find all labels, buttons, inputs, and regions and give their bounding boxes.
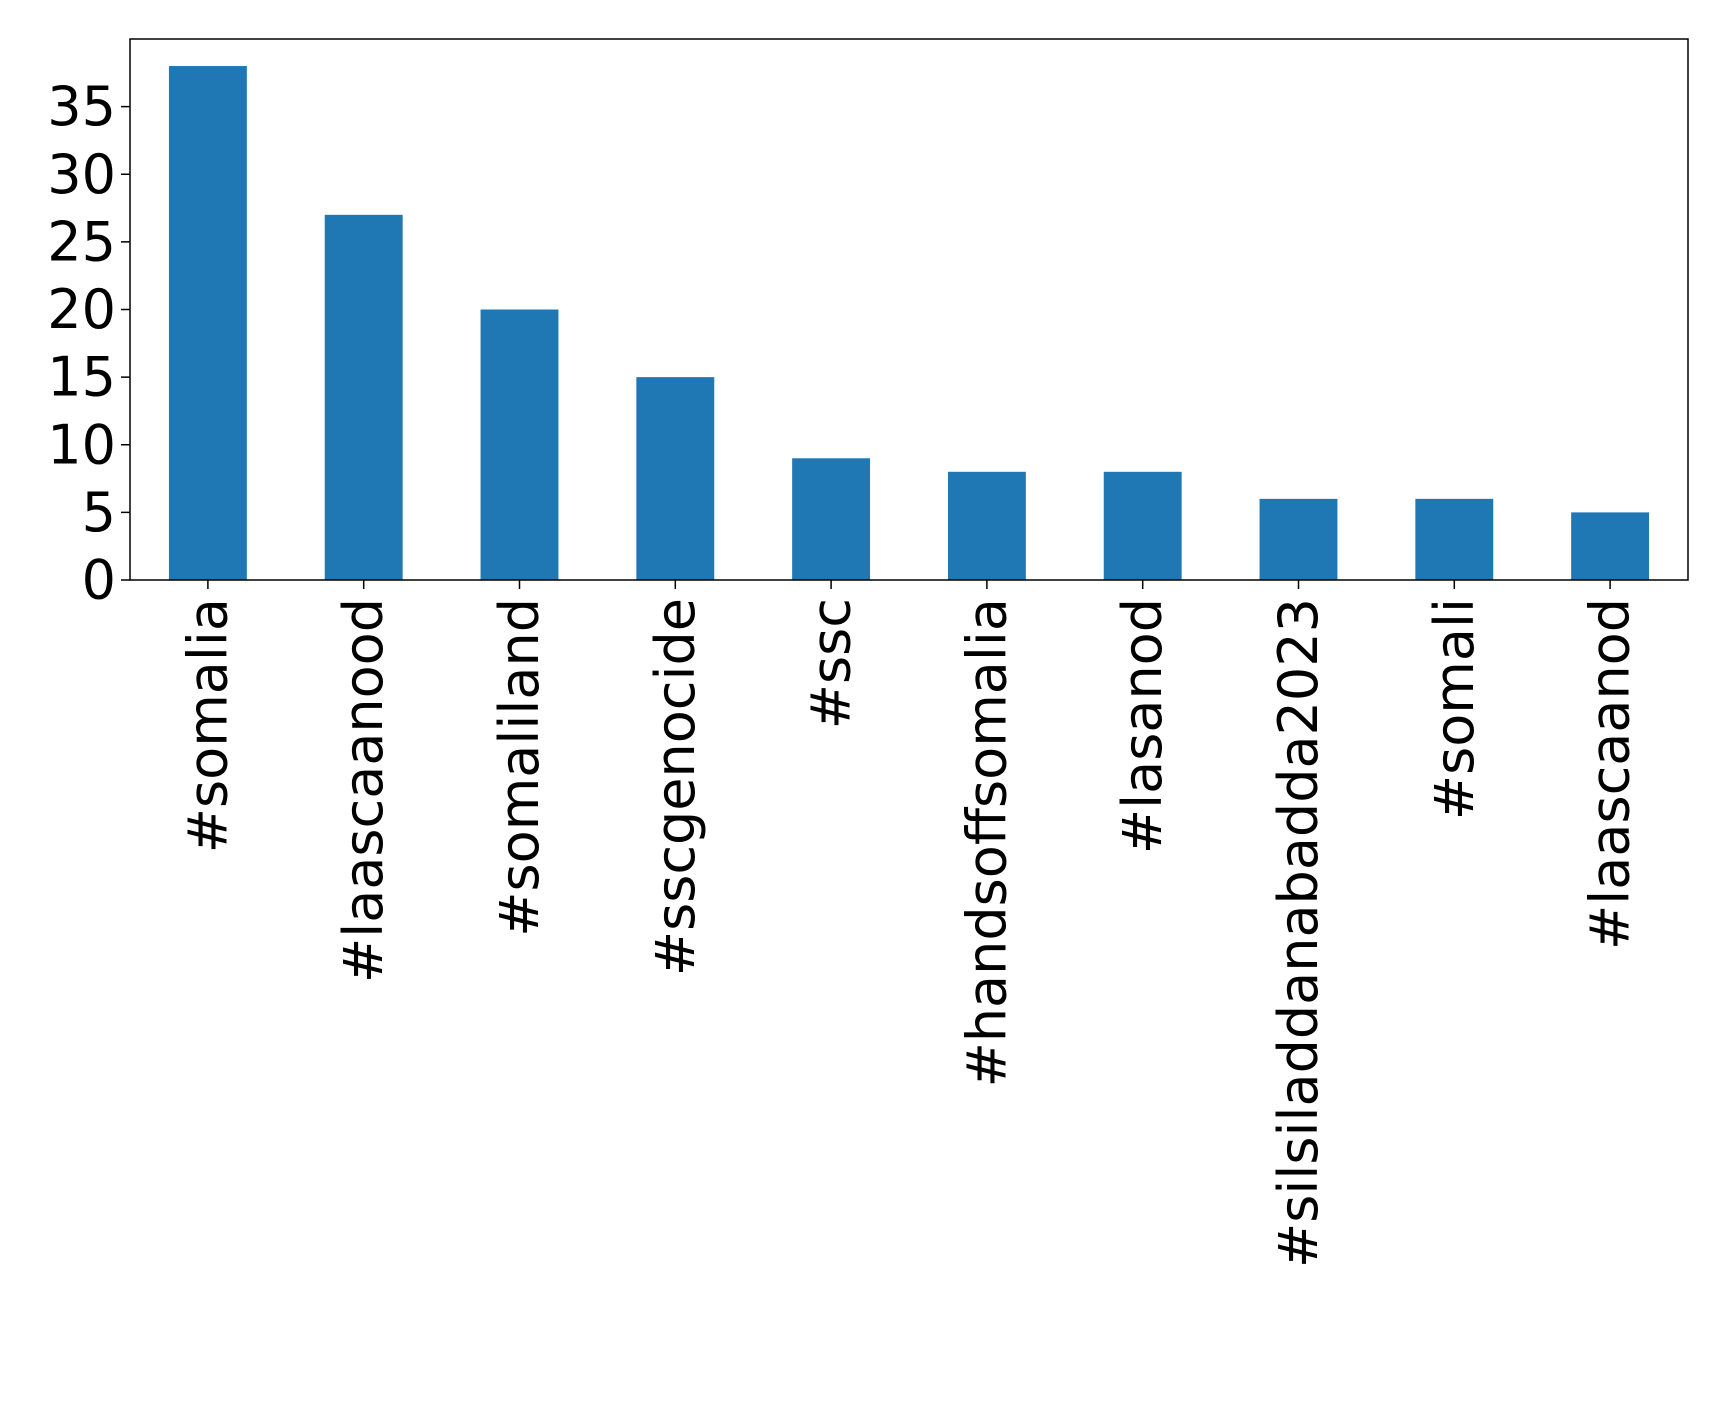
- y-tick-label: 5: [82, 481, 116, 544]
- x-tick-label: #somaliland: [488, 598, 551, 937]
- bar-handsoffsomalia: [947, 471, 1026, 580]
- x-tick-label: #laascaanod: [1579, 598, 1642, 950]
- y-tick-label: 15: [47, 346, 116, 409]
- x-tick-label: #sscgenocide: [644, 598, 707, 976]
- x-tick-label: #silsiladdanabadda2023: [1267, 598, 1330, 1268]
- x-tick-label: #somalia: [176, 598, 239, 853]
- y-tick-label: 25: [47, 210, 116, 273]
- bar-lasanod: [1103, 471, 1182, 580]
- x-tick-label: #ssc: [800, 598, 863, 729]
- x-axis: #somalia #laascaanood #somaliland #sscgenoc…: [176, 580, 1642, 1268]
- x-tick-label: #lasanod: [1111, 598, 1174, 854]
- y-tick-label: 10: [47, 413, 116, 476]
- bar-sscgenocide: [636, 377, 715, 580]
- y-tick-label: 20: [47, 278, 116, 341]
- x-tick-label: #somali: [1423, 598, 1486, 820]
- bar-ssc: [792, 458, 871, 580]
- x-tick-label: #laascaanood: [332, 598, 395, 983]
- bar-somalia: [168, 66, 247, 581]
- bar-laascaanood: [324, 214, 403, 580]
- plot-frame: [129, 38, 1689, 581]
- x-tick-label: #handsoffsomalia: [955, 598, 1018, 1087]
- bar-somali: [1415, 498, 1494, 580]
- y-tick-label: 35: [47, 75, 116, 138]
- y-tick-label: 0: [82, 549, 116, 612]
- y-tick-label: 30: [47, 143, 116, 206]
- bar-silsiladdanabadda2023: [1259, 498, 1338, 580]
- bar-laascaanod: [1571, 512, 1650, 580]
- bars-group: [168, 66, 1650, 581]
- bar-somaliland: [480, 309, 559, 580]
